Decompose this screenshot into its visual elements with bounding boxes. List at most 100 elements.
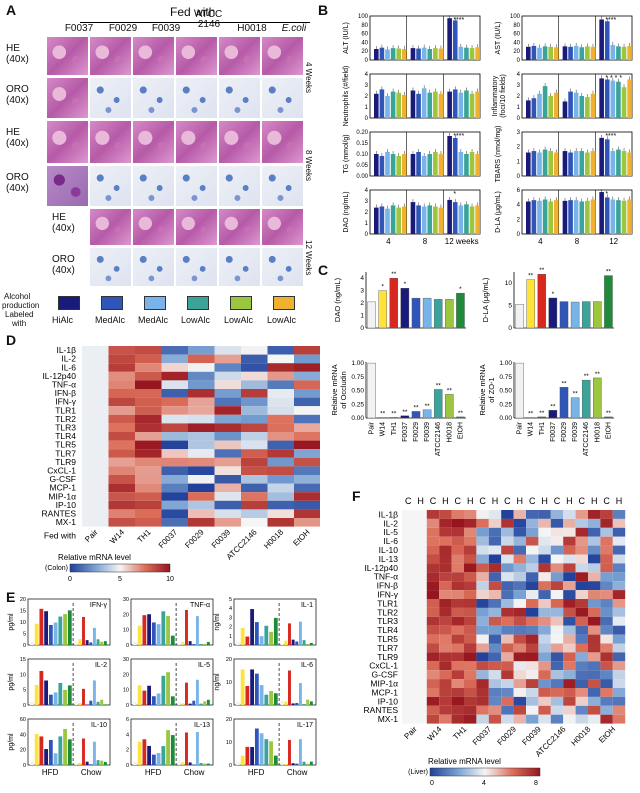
c-xtick: F0029 (413, 422, 420, 442)
d-cell (161, 414, 188, 424)
b-bar (433, 91, 438, 118)
b-bar (585, 46, 590, 60)
f-cell (476, 510, 489, 519)
d-cell (188, 389, 215, 398)
f-cell (513, 670, 526, 680)
d-cell (214, 423, 241, 432)
b-tick: 2 (517, 145, 521, 151)
d-cell (214, 363, 241, 372)
d-cell (294, 363, 320, 372)
f-cell (513, 688, 526, 697)
e-bar (192, 764, 196, 765)
b-bar (573, 200, 579, 234)
f-cell (488, 661, 502, 671)
d-row-label: MIP-1α (48, 491, 76, 501)
e-bar (92, 741, 96, 765)
f-cell (501, 518, 514, 528)
c-star: ** (425, 403, 431, 410)
f-cell (600, 572, 613, 582)
b-bar (590, 93, 596, 118)
f-cell (550, 679, 564, 688)
e-tick: 3 (229, 615, 232, 621)
f-cell (612, 643, 626, 653)
e-tick: 20 (20, 748, 26, 754)
d-cell (82, 440, 109, 450)
f-row-label: TNF-α (374, 572, 398, 582)
c-tick: 0.75 (499, 374, 512, 381)
f-cell (501, 590, 514, 599)
b-bar (537, 152, 542, 176)
f-cell (550, 616, 564, 626)
f-cell (550, 696, 564, 706)
f-cell (550, 590, 564, 599)
colon-heatmap: IL-1βIL-2IL-6IL-12p40TNF-αIFN-βIFN-γTLR1… (42, 345, 320, 583)
d-cell (188, 346, 215, 355)
f-row-label: IL-6 (383, 536, 398, 546)
c-star: ** (539, 410, 545, 417)
d-cell (188, 500, 215, 510)
d-cell (294, 500, 320, 510)
e-bar (142, 690, 147, 705)
f-cell (439, 643, 452, 653)
histology-tile (218, 120, 261, 164)
e-bar (147, 614, 152, 645)
b-bar (438, 154, 444, 176)
c-star: ** (458, 410, 464, 417)
d-cell (135, 397, 162, 407)
d-cell (135, 449, 162, 458)
c-bar (422, 409, 432, 419)
f-cell (402, 679, 415, 688)
e-bar (161, 675, 166, 705)
f-cell (426, 545, 440, 555)
b-chart: 0 20 40 60 80 100 ALT (IU/L) **** (343, 14, 481, 64)
f-cell (402, 518, 415, 528)
e-tick: 0 (126, 763, 129, 769)
d-cell (214, 406, 241, 415)
d-cell (267, 432, 294, 441)
f-cell (501, 696, 514, 706)
f-cell (563, 652, 576, 662)
e-bar (302, 704, 306, 705)
b-bar (627, 45, 632, 60)
e-bar (39, 608, 44, 645)
b-bar (562, 200, 568, 234)
stain-label: HE (52, 212, 66, 223)
e-bar (103, 641, 107, 645)
d-cell (135, 432, 162, 441)
b-ylabel: DAO (ng/mL) (343, 191, 350, 232)
c-bar (548, 297, 558, 329)
f-cell (513, 616, 526, 626)
e-title: IL-2 (95, 662, 107, 669)
d-cell (108, 346, 135, 355)
f-row-label: IL-12p40 (364, 563, 398, 573)
f-cell (402, 705, 415, 715)
d-legend-title: Relative mRNA level (58, 553, 131, 562)
e-bar (195, 679, 199, 705)
f-cell (414, 679, 427, 688)
e-tick: 4 (126, 732, 129, 738)
f-cell (451, 714, 464, 724)
c-star: * (381, 284, 384, 291)
d-legend-tick: 0 (68, 576, 72, 583)
d-cell (161, 432, 188, 441)
f-cell (612, 599, 626, 608)
d-cell (188, 363, 215, 372)
f-cell (550, 607, 564, 617)
e-tick: 20 (226, 717, 232, 723)
f-row-label: IL-13 (379, 554, 399, 564)
b-bar (374, 207, 379, 234)
c-tick: 0 (508, 325, 512, 332)
legend-label: LowAlc (181, 315, 211, 325)
f-cell (402, 572, 415, 582)
f-cell (600, 625, 613, 635)
c-tick: 0.00 (499, 415, 512, 422)
e-bar (142, 615, 147, 645)
histology-tile (132, 120, 175, 164)
e-bar (240, 669, 245, 705)
d-row-label: MCP-1 (50, 483, 77, 493)
f-cell (464, 705, 477, 715)
e-bar (96, 701, 100, 705)
b-bar (390, 205, 396, 234)
f-cell (488, 536, 502, 546)
b-bar (458, 205, 464, 234)
